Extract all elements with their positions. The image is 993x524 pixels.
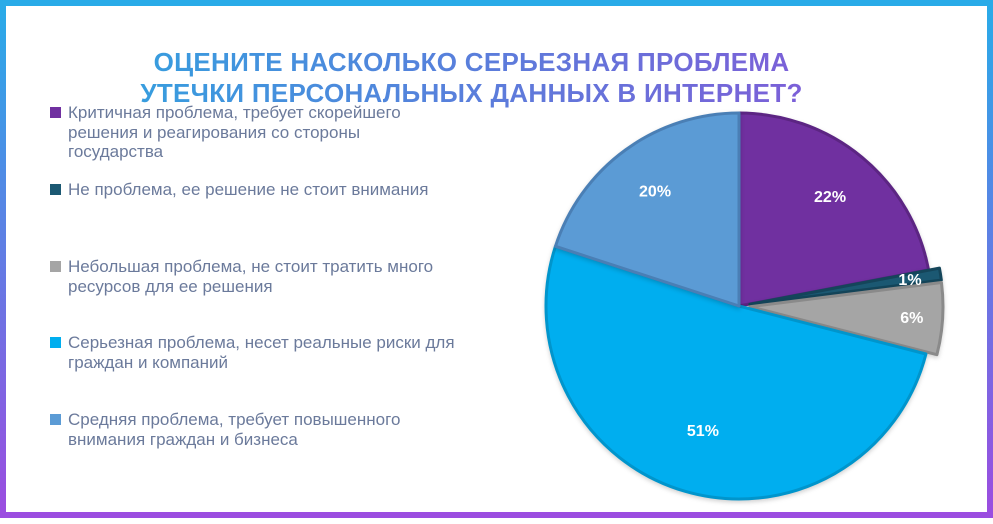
legend-item-label: Средняя проблема, требует повышенного вн… xyxy=(68,410,401,449)
pie-chart: 22% 1% 6% 51% 20% xyxy=(544,111,945,501)
legend-item-not-a-problem: Не проблема, ее решение не стоит внимани… xyxy=(50,180,428,200)
legend-bullet-not-a-problem xyxy=(50,184,61,195)
legend-bullet-serious-problem xyxy=(50,337,61,348)
legend-bullet-medium-problem xyxy=(50,414,61,425)
legend: Критичная проблема, требует скорейшего р… xyxy=(50,103,525,493)
legend-bullet-critical xyxy=(50,107,61,118)
pie-slice-1 xyxy=(748,266,943,306)
pie-slice-label-3: 51% xyxy=(687,423,719,440)
pie-slice-2 xyxy=(748,281,945,357)
pie-slice-3 xyxy=(544,244,928,501)
legend-item-serious-problem: Серьезная проблема, несет реальные риски… xyxy=(50,333,455,372)
pie-slice-0 xyxy=(737,111,931,308)
legend-item-medium-problem: Средняя проблема, требует повышенного вн… xyxy=(50,410,400,449)
pie-slice-label-0: 22% xyxy=(814,189,846,206)
legend-item-label: Не проблема, ее решение не стоит внимани… xyxy=(68,180,429,199)
pie-slice-label-1: 1% xyxy=(898,272,921,289)
legend-bullet-small-problem xyxy=(50,261,61,272)
pie-slice-label-2: 6% xyxy=(900,310,923,327)
legend-item-critical: Критичная проблема, требует скорейшего р… xyxy=(50,103,401,162)
legend-item-small-problem: Небольшая проблема, не стоит тратить мно… xyxy=(50,257,433,296)
legend-item-label: Серьезная проблема, несет реальные риски… xyxy=(68,333,455,372)
pie-slice-label-4: 20% xyxy=(639,183,671,200)
legend-item-label: Небольшая проблема, не стоит тратить мно… xyxy=(68,257,434,296)
legend-item-label: Критичная проблема, требует скорейшего р… xyxy=(68,103,401,161)
pie-slice-4 xyxy=(553,111,741,308)
